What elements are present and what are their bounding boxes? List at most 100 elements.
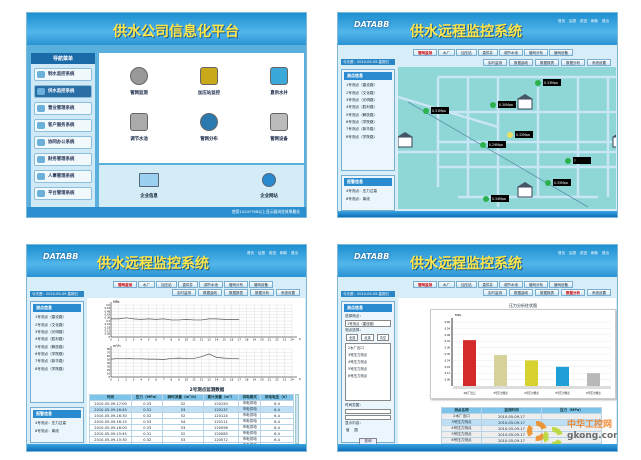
bar[interactable]	[556, 366, 569, 386]
alarm-item[interactable]: 4号测点：压力过高	[35, 421, 67, 426]
module-调节水池[interactable]: 调节水池	[119, 113, 159, 142]
module-企业网站[interactable]: 企业网站	[249, 173, 289, 199]
tab[interactable]: 管网监测	[413, 281, 437, 288]
module-加压站监控[interactable]: 加压站监控	[189, 67, 229, 96]
measure-point-icon[interactable]	[490, 102, 496, 108]
tab[interactable]: 管网设备	[549, 281, 573, 288]
tab[interactable]: 调节水池	[499, 49, 523, 56]
top-link[interactable]: 刷新	[280, 251, 287, 255]
tab[interactable]: 直供井	[477, 49, 498, 56]
alarm-item[interactable]: 8号测点：离线	[35, 428, 59, 433]
show-option-checkbox[interactable]: 图	[354, 428, 358, 432]
top-link[interactable]: 刷新	[591, 251, 598, 255]
point-item[interactable]: 3号测点（光明路）	[346, 97, 378, 102]
nav-item[interactable]: 营业管理系统	[34, 102, 92, 115]
measure-point-icon[interactable]	[565, 158, 571, 164]
top-link[interactable]: 后退	[569, 19, 576, 23]
list-option[interactable]: 6号压力测点	[348, 374, 368, 378]
point-item[interactable]: 8号测点（学院路）	[35, 366, 67, 371]
subtab[interactable]: 数据分析	[561, 289, 585, 296]
list-option[interactable]: 4号压力测点	[348, 360, 368, 364]
column-header[interactable]: 压力（MPa）	[131, 394, 164, 401]
bar[interactable]	[525, 360, 538, 386]
list-option[interactable]: 2水厂出口	[348, 346, 364, 350]
table-row[interactable]: 2010-05-09-17:00 0.33 52 120150 市电供电 6.4	[88, 400, 294, 407]
tab[interactable]: 管网设备	[249, 281, 273, 288]
bar[interactable]	[587, 373, 600, 386]
bar[interactable]	[494, 355, 507, 386]
table-scrollbar[interactable]	[295, 394, 299, 444]
select-button[interactable]: 反选	[361, 334, 374, 341]
top-link[interactable]: 退出	[291, 251, 298, 255]
subtab[interactable]: 实时监测	[483, 289, 507, 296]
column-header[interactable]: 瞬时流量（m³/h）	[162, 394, 204, 401]
nav-item[interactable]: 供水监控系统	[34, 85, 92, 98]
tab[interactable]: 管网分布	[224, 281, 248, 288]
point-item[interactable]: 4号测点（胜利路）	[35, 337, 67, 342]
point-item[interactable]: 1号测点（建设路）	[35, 315, 67, 320]
subtab[interactable]: 数据曲线	[198, 289, 222, 296]
subtab[interactable]: 实时监测	[483, 59, 507, 66]
nav-item[interactable]: 客户服务系统	[34, 119, 92, 132]
time-select[interactable]	[345, 409, 391, 414]
subtab[interactable]: 数据报表	[535, 289, 559, 296]
point-item[interactable]: 3号测点（光明路）	[35, 329, 67, 334]
tab[interactable]: 管网监测	[413, 49, 437, 56]
top-link[interactable]: 退出	[602, 19, 609, 23]
top-link[interactable]: 前进	[580, 251, 587, 255]
point-item[interactable]: 7号测点（新华路）	[35, 359, 67, 364]
point-item[interactable]: 7号测点（新华路）	[346, 127, 378, 132]
table-row[interactable]: 2010-05-09-16:45 0.31 53 120137 市电供电 6.4	[88, 406, 294, 413]
tab[interactable]: 直供井	[177, 281, 198, 288]
point-item[interactable]: 5号测点（解放路）	[346, 112, 378, 117]
column-header[interactable]: 累计流量（m³）	[202, 394, 240, 401]
point-select[interactable]: 1号测点（建设路）	[345, 320, 391, 327]
alarm-item[interactable]: 8号测点：离线	[346, 196, 370, 201]
top-link[interactable]: 刷新	[591, 19, 598, 23]
tab[interactable]: 管网分布	[524, 281, 548, 288]
module-管网设备[interactable]: 管网设备	[259, 113, 299, 142]
measure-point-icon[interactable]	[545, 180, 551, 186]
point-item[interactable]: 6号测点（学院路）	[346, 120, 378, 125]
point-item[interactable]: 2号测点（文化路）	[35, 322, 67, 327]
list-option[interactable]: 5号压力测点	[348, 367, 368, 371]
subtab[interactable]: 数据曲线	[509, 59, 533, 66]
module-管网监测[interactable]: 管网监测	[119, 67, 159, 96]
tab[interactable]: 管网分布	[524, 49, 548, 56]
select-button[interactable]: 清空	[376, 334, 390, 341]
point-item[interactable]: 4号测点（胜利路）	[346, 105, 378, 110]
nav-item[interactable]: 财务管理系统	[34, 153, 92, 166]
point-item[interactable]: 8号测点（学院路）	[346, 134, 378, 139]
nav-item[interactable]: 协同办公系统	[34, 136, 92, 149]
measure-point-icon[interactable]	[507, 132, 513, 138]
top-link[interactable]: 首页	[558, 19, 565, 23]
subtab[interactable]: 数据报表	[224, 289, 248, 296]
tab[interactable]: 水厂	[138, 281, 155, 288]
column-header[interactable]: 供电电压（V）	[260, 394, 294, 401]
tab[interactable]: 水厂	[438, 49, 455, 56]
subtab[interactable]: 系统设置	[587, 289, 611, 296]
point-item[interactable]: 1号测点（建设路）	[346, 83, 378, 88]
subtab[interactable]: 实时监测	[172, 289, 196, 296]
measure-point-icon[interactable]	[483, 196, 489, 202]
top-link[interactable]: 退出	[602, 251, 609, 255]
tab[interactable]: 直供井	[477, 281, 498, 288]
measure-point-icon[interactable]	[535, 80, 541, 86]
subtab[interactable]: 数据分析	[250, 289, 274, 296]
top-link[interactable]: 前进	[580, 19, 587, 23]
list-option[interactable]: 3号压力测点	[348, 353, 368, 357]
top-link[interactable]: 后退	[258, 251, 265, 255]
tab[interactable]: 调节水池	[499, 281, 523, 288]
subtab[interactable]: 数据曲线	[509, 289, 533, 296]
top-link[interactable]: 前进	[269, 251, 276, 255]
point-listbox[interactable]: 2水厂出口 3号压力测点 4号压力测点 5号压力测点 6号压力测点	[345, 343, 391, 401]
time-select[interactable]	[345, 415, 391, 420]
module-企业信息[interactable]: 企业信息	[129, 173, 169, 199]
point-item[interactable]: 2号测点（文化路）	[346, 90, 378, 95]
tab[interactable]: 加压站	[156, 281, 177, 288]
subtab[interactable]: 数据报表	[535, 59, 559, 66]
module-管网分布[interactable]: 管网分布	[189, 113, 229, 142]
select-button[interactable]: 全选	[346, 334, 359, 341]
top-link[interactable]: 首页	[558, 251, 565, 255]
table-row[interactable]: 6号压力测点 2010-05-09-17	[441, 437, 602, 444]
